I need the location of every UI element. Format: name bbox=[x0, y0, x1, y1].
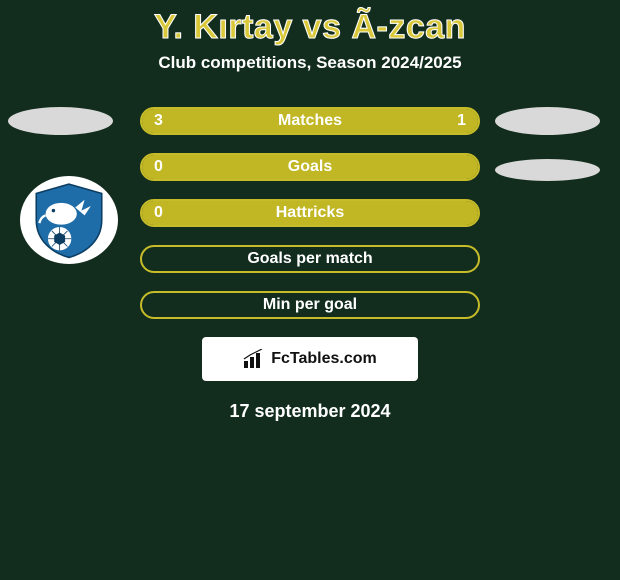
player-right-oval-2 bbox=[495, 159, 600, 181]
club-logo-icon bbox=[30, 181, 108, 259]
bar-label: Hattricks bbox=[142, 201, 478, 225]
brand-box: FcTables.com bbox=[202, 337, 418, 381]
player-left-oval bbox=[8, 107, 113, 135]
comparison-title: Y. Kırtay vs Ã-zcan bbox=[0, 0, 620, 47]
bars-icon bbox=[243, 349, 265, 369]
bar-matches: 3 Matches 1 bbox=[140, 107, 480, 135]
brand-text: FcTables.com bbox=[271, 350, 377, 368]
bar-label: Goals per match bbox=[142, 247, 478, 271]
club-logo-holder bbox=[20, 176, 118, 264]
bar-mpg: Min per goal bbox=[140, 291, 480, 319]
stat-row-goals: 0 Goals bbox=[0, 153, 620, 181]
bar-label: Goals bbox=[142, 155, 478, 179]
bar-label: Matches bbox=[142, 109, 478, 133]
stat-row-mpg: Min per goal bbox=[0, 291, 620, 319]
comparison-subtitle: Club competitions, Season 2024/2025 bbox=[0, 53, 620, 73]
stat-row-matches: 3 Matches 1 bbox=[0, 107, 620, 135]
bar-label: Min per goal bbox=[142, 293, 478, 317]
bar-hattricks: 0 Hattricks bbox=[140, 199, 480, 227]
bar-right-value: 1 bbox=[445, 109, 478, 133]
bar-goals: 0 Goals bbox=[140, 153, 480, 181]
date-text: 17 september 2024 bbox=[0, 401, 620, 422]
bar-gpm: Goals per match bbox=[140, 245, 480, 273]
player-right-oval bbox=[495, 107, 600, 135]
